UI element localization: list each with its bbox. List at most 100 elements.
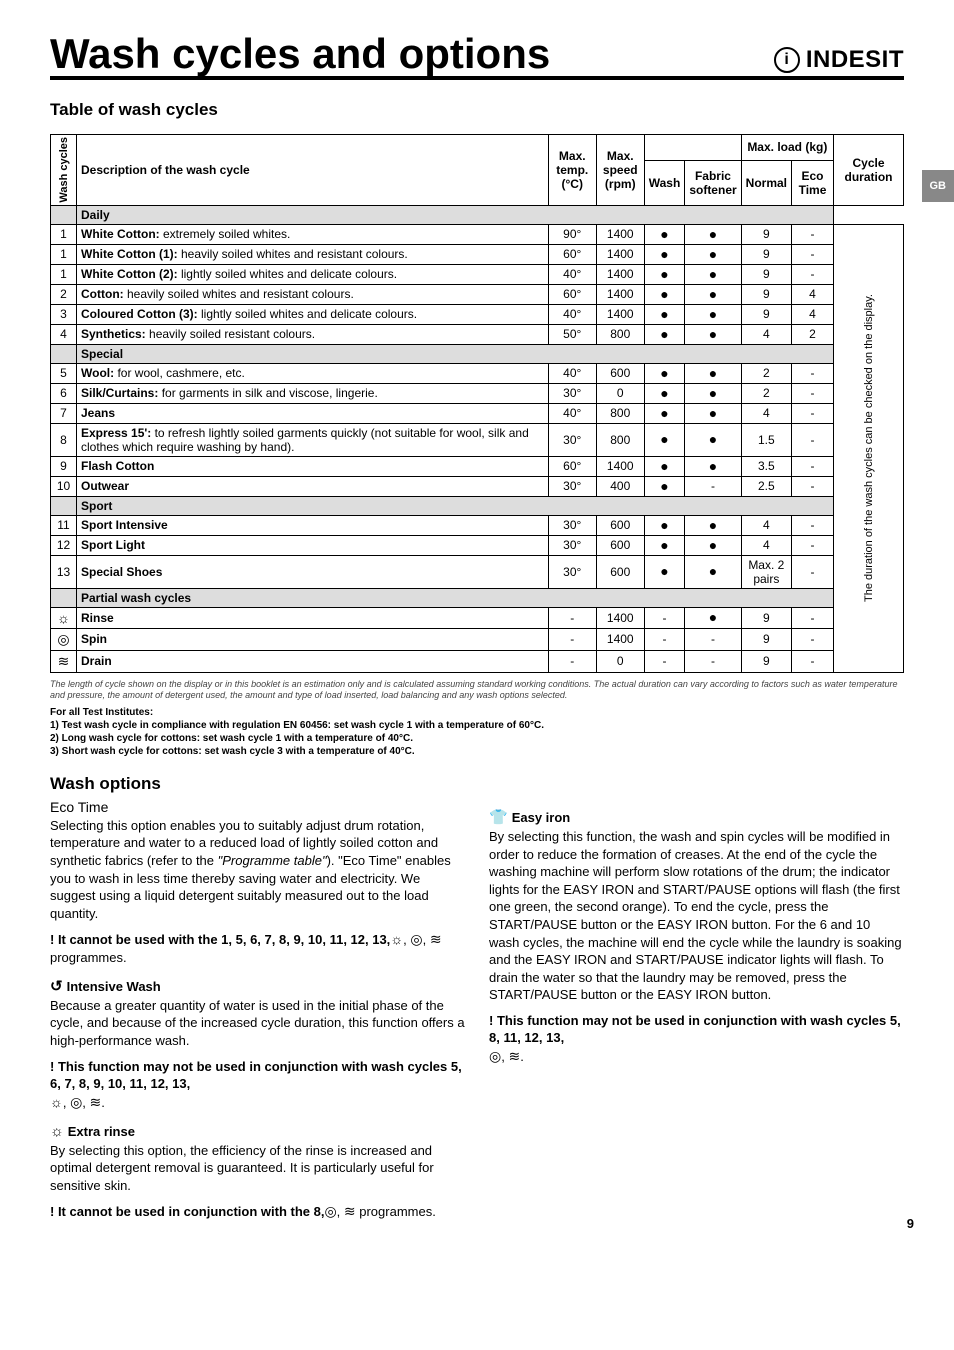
cell: 400 (596, 476, 644, 496)
cell: ● (685, 224, 741, 244)
cell: 1400 (596, 628, 644, 650)
table-heading: Table of wash cycles (50, 100, 904, 120)
cell: 4 (741, 535, 791, 555)
cell: 1400 (596, 284, 644, 304)
cell: 0 (596, 650, 644, 672)
cell: - (644, 628, 685, 650)
col-max-speed: Max. speed (rpm) (596, 135, 644, 206)
cycle-description: Sport Light (77, 535, 549, 555)
cell: 2 (741, 363, 791, 383)
spin-icon: ◎ (410, 931, 422, 947)
col-softener: Fabric softener (685, 160, 741, 205)
col-eco-time: Eco Time (792, 160, 834, 205)
extra-rinse-title: ☼ Extra rinse (50, 1122, 465, 1142)
cell: ● (644, 515, 685, 535)
cell: 4 (792, 304, 834, 324)
cell: Max. 2 pairs (741, 555, 791, 588)
cycle-description: White Cotton: extremely soiled whites. (77, 224, 549, 244)
easy-iron-warn: ! This function may not be used in conju… (489, 1012, 904, 1066)
section-label: Partial wash cycles (77, 588, 834, 607)
footnote-l1: 1) Test wash cycle in compliance with re… (50, 720, 544, 731)
cycle-description: Special Shoes (77, 555, 549, 588)
cell: 9 (741, 264, 791, 284)
cell: 30° (548, 476, 596, 496)
footnote-head: For all Test Institutes: (50, 707, 153, 718)
page-number: 9 (907, 1216, 914, 1231)
easy-iron-body: By selecting this function, the wash and… (489, 828, 904, 1003)
cell: - (548, 628, 596, 650)
extra-rinse-warn: ! It cannot be used in conjunction with … (50, 1202, 465, 1221)
cell: ● (685, 264, 741, 284)
cell: - (792, 363, 834, 383)
brand-logo-text: INDESIT (806, 46, 904, 74)
spin-icon: ◎ (324, 1203, 336, 1219)
cell: 4 (741, 324, 791, 344)
cell: ● (644, 476, 685, 496)
eco-time-body: Selecting this option enables you to sui… (50, 817, 465, 922)
footnote-l3: 3) Short wash cycle for cottons: set was… (50, 746, 415, 757)
extra-rinse-icon: ☼ (50, 1122, 64, 1142)
cell: - (792, 476, 834, 496)
cycle-description: Synthetics: heavily soiled resistant col… (77, 324, 549, 344)
spin-icon: ◎ (489, 1048, 501, 1064)
cell: - (685, 628, 741, 650)
rinse-icon: ☼ (51, 607, 77, 628)
col-detergents-blank (644, 135, 741, 161)
col-normal: Normal (741, 160, 791, 205)
cell: 9 (741, 628, 791, 650)
cell: - (685, 476, 741, 496)
drain-icon: ≋ (508, 1048, 520, 1064)
col-max-load: Max. load (kg) (741, 135, 833, 161)
cell: - (792, 650, 834, 672)
cell: 4 (741, 515, 791, 535)
cell: - (644, 607, 685, 628)
col-wash: Wash (644, 160, 685, 205)
cell: - (792, 607, 834, 628)
cell: 9 (741, 304, 791, 324)
cycle-description: Jeans (77, 403, 549, 423)
spin-icon: ◎ (70, 1094, 82, 1110)
cell: ● (644, 423, 685, 456)
spin-icon: ◎ (51, 628, 77, 650)
intensive-icon: ↺ (50, 977, 63, 997)
cell: ● (644, 324, 685, 344)
wash-options-heading: Wash options (50, 774, 904, 794)
cell: - (792, 383, 834, 403)
intensive-wash-warn: ! This function may not be used in conju… (50, 1058, 465, 1112)
eco-time-warn: ! It cannot be used with the 1, 5, 6, 7,… (50, 930, 465, 966)
options-col-right: 👕 Easy iron By selecting this function, … (489, 798, 904, 1221)
cell: 9 (741, 244, 791, 264)
easy-iron-icon: 👕 (489, 808, 508, 828)
cell: 9 (741, 607, 791, 628)
cell: 30° (548, 535, 596, 555)
cycle-description: Flash Cotton (77, 456, 549, 476)
cell: - (792, 628, 834, 650)
cell: 4 (741, 403, 791, 423)
cell: 1400 (596, 224, 644, 244)
cell: ● (644, 244, 685, 264)
cell: 1400 (596, 304, 644, 324)
cell: - (792, 456, 834, 476)
cell: 40° (548, 264, 596, 284)
cell: 9 (741, 224, 791, 244)
cell: ● (685, 304, 741, 324)
cell: - (792, 244, 834, 264)
extra-rinse-body: By selecting this option, the efficiency… (50, 1142, 465, 1195)
cell: 2.5 (741, 476, 791, 496)
easy-iron-title: 👕 Easy iron (489, 808, 904, 828)
cell: 4 (792, 284, 834, 304)
cell: - (792, 224, 834, 244)
cell: 800 (596, 324, 644, 344)
footnote-l2: 2) Long wash cycle for cottons: set wash… (50, 733, 413, 744)
section-label: Sport (77, 496, 834, 515)
cell: ● (644, 304, 685, 324)
cell: 40° (548, 363, 596, 383)
cell: 50° (548, 324, 596, 344)
cell: ● (685, 607, 741, 628)
cell: 1400 (596, 244, 644, 264)
cell: ● (644, 403, 685, 423)
cycle-description: White Cotton (1): heavily soiled whites … (77, 244, 549, 264)
col-description: Description of the wash cycle (77, 135, 549, 206)
language-tab: GB (922, 170, 954, 202)
cell: - (792, 555, 834, 588)
